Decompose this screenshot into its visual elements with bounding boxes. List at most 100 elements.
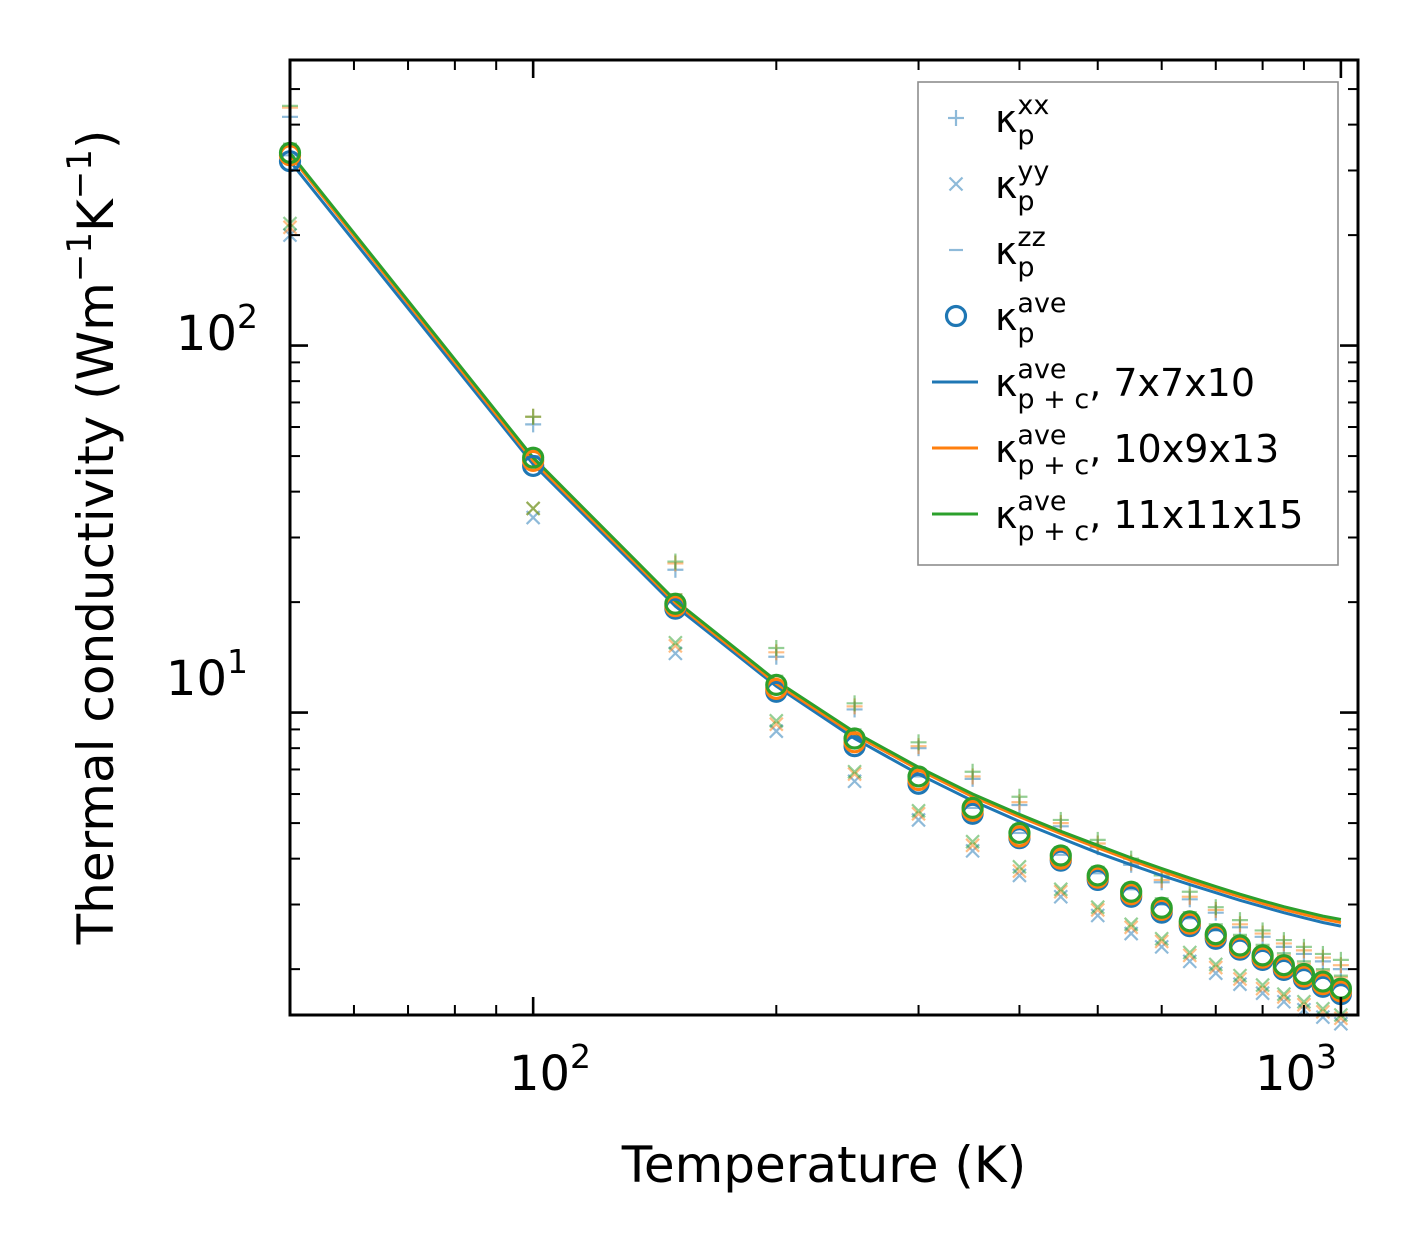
legend-sub: p [1017, 318, 1034, 349]
legend-sup: yy [1017, 156, 1049, 187]
kappa-yy-point [1232, 971, 1248, 987]
kappa-yy-point [965, 834, 980, 849]
kappa-ave-point [1228, 934, 1252, 957]
legend-label: κyy p [995, 156, 1049, 217]
kappa-ave-point [1086, 864, 1109, 887]
kappa-yy-point [1296, 994, 1312, 1010]
legend-item-line3: κave p + c, 11x11x15 [932, 486, 1303, 547]
kappa-yy-point-b [1123, 920, 1139, 935]
kappa-yy-point-b [911, 806, 926, 822]
legend-item-line1: κave p + c, 7x7x10 [932, 354, 1255, 415]
kappa-ave-point [1049, 844, 1072, 867]
kappa-yy-point-b [525, 501, 541, 516]
kappa-yy-point [1154, 934, 1169, 949]
kappa-yy-point [1276, 986, 1292, 1002]
kappa-pc-line-11x11x15 [288, 151, 1342, 921]
legend-sup: ave [1017, 288, 1066, 319]
legend-item-line2: κave p + c, 10x9x13 [932, 420, 1279, 481]
legend-kappa: κ [995, 163, 1017, 207]
kappa-yy-point-b [965, 834, 980, 849]
kappa-yy-point [1012, 863, 1027, 879]
legend-extra: , 7x7x10 [1089, 361, 1255, 405]
legend-kappa: κ [995, 493, 1017, 537]
legend-item-xx: κxx p [948, 90, 1049, 151]
kappa-yy-point-b [911, 803, 926, 819]
legend-sup: zz [1017, 222, 1045, 253]
kappa-yy-point [911, 803, 926, 819]
kappa-yy-point-b [847, 766, 862, 782]
legend-x-icon-b [948, 176, 964, 192]
legend-extra: , 10x9x13 [1089, 427, 1279, 471]
legend-kappa: κ [995, 427, 1017, 471]
legend-sub: p [1017, 120, 1034, 151]
legend-sup: ave [1017, 354, 1066, 385]
kappa-yy-point-b [1012, 859, 1027, 875]
y-axis-label: Thermal conductivity (Wm−1K−1) [60, 130, 125, 946]
kappa-ave-point [907, 765, 930, 788]
kappa-yy-point [668, 638, 683, 654]
legend-x-icon [948, 176, 964, 192]
kappa-ave-point [1272, 954, 1295, 977]
kappa-yy-point [1255, 977, 1270, 993]
kappa-yy-point-b [769, 713, 784, 729]
legend-kappa: κ [995, 295, 1017, 339]
y-tick-label-100: 102 [176, 297, 258, 362]
kappa-yy-point-b [668, 635, 683, 651]
kappa-yy-point-b [769, 723, 784, 739]
kappa-yy-point-b [1232, 971, 1248, 987]
kappa-yy-point-b [847, 764, 862, 780]
kappa-ave-point [1178, 910, 1201, 933]
legend-sup: ave [1017, 486, 1066, 517]
kappa-yy-point [1090, 902, 1106, 918]
legend-label: κzz p [995, 222, 1046, 283]
kappa-yy-point [1182, 945, 1198, 960]
kappa-xx-point [1275, 932, 1292, 949]
legend-kappa: κ [995, 97, 1017, 141]
kappa-xx-point [1181, 883, 1198, 900]
kappa-yy-point [911, 806, 926, 822]
kappa-yy-point-b [1090, 902, 1106, 918]
legend-sup: ave [1017, 420, 1066, 451]
kappa-yy-point-b [1012, 863, 1027, 879]
legend-item-ave: κave p [944, 288, 1067, 349]
kappa-yy-point-b [1090, 899, 1106, 915]
kappa-ave-point [1150, 896, 1173, 919]
kappa-yy-point [1154, 931, 1169, 947]
kappa-xx-point [964, 763, 981, 780]
legend-label: κxx p [995, 90, 1049, 151]
kappa-yy-point [965, 838, 980, 853]
kappa-yy-point [1053, 882, 1069, 897]
kappa-yy-point-b [668, 638, 683, 654]
kappa-yy-point [1123, 917, 1139, 932]
kappa-ave-point [1008, 821, 1031, 845]
kappa-yy-point [1090, 899, 1106, 915]
legend-item-yy: κyy p [948, 156, 1049, 217]
kappa-yy-point-b [1276, 989, 1292, 1005]
kappa-yy-point-b [1232, 968, 1248, 983]
kappa-xx-point [768, 639, 785, 656]
y-label-unit: K [67, 198, 125, 232]
kappa-yy-point [1182, 948, 1198, 963]
kappa-yy-point [1315, 1001, 1331, 1017]
kappa-yy-point [1255, 981, 1270, 996]
kappa-xx-point [1011, 788, 1028, 805]
kappa-xx-point [1254, 922, 1271, 939]
kappa-yy-point [1208, 957, 1224, 972]
legend-label: κave p + c, 11x11x15 [995, 486, 1303, 547]
kappa-pc-line-7x7x10 [288, 160, 1342, 928]
legend-box [917, 81, 1339, 566]
kappa-yy-point-b [1315, 1001, 1331, 1017]
kappa-xx-point [1332, 951, 1349, 968]
kappa-xx-point [667, 553, 684, 570]
kappa-ave-point [664, 592, 687, 615]
kappa-yy-point-b [1123, 917, 1139, 932]
kappa-yy-point-b [1276, 986, 1292, 1002]
kappa-yy-point [1123, 920, 1139, 935]
kappa-yy-point [847, 764, 862, 780]
kappa-yy-point [769, 723, 784, 739]
kappa-yy-point [1208, 960, 1224, 975]
kappa-xx-point [1231, 912, 1248, 929]
kappa-yy-point [847, 766, 862, 782]
kappa-xx-point [1207, 899, 1224, 916]
kappa-yy-point [769, 713, 784, 729]
